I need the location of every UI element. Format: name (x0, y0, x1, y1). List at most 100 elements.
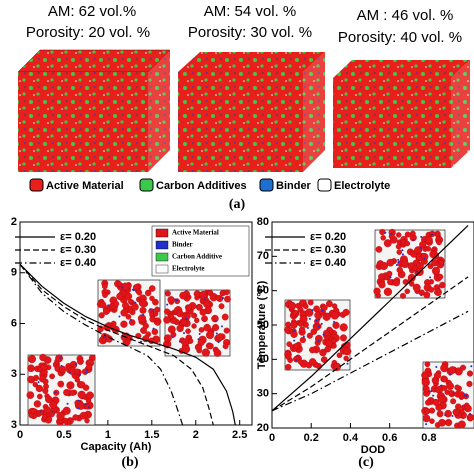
particle (450, 398, 457, 405)
binder (293, 339, 296, 342)
particle (290, 321, 298, 329)
particle (203, 323, 211, 332)
particle (438, 418, 446, 427)
binder (451, 415, 454, 418)
particle (425, 399, 432, 406)
particle (429, 230, 436, 238)
particle (378, 273, 386, 281)
particle (193, 290, 201, 298)
particle (207, 290, 213, 296)
particle (448, 366, 457, 374)
binder (308, 317, 311, 320)
microstructure-inset (163, 289, 231, 357)
particle (103, 308, 110, 315)
particle (322, 312, 331, 321)
particle (400, 292, 406, 299)
particle (383, 287, 393, 296)
binder (333, 320, 336, 323)
particle (138, 298, 147, 307)
y-tick-label: 30 (257, 388, 269, 400)
binder (420, 294, 423, 297)
binder (84, 403, 87, 406)
particle (40, 363, 48, 371)
binder (419, 246, 422, 249)
particle (383, 239, 392, 248)
binder (469, 412, 472, 415)
particle (428, 407, 435, 414)
particle (55, 354, 64, 363)
particle (386, 270, 393, 277)
porosity-label: Porosity: 30 vol. % (188, 24, 312, 41)
binder (184, 317, 187, 320)
particle (326, 300, 333, 308)
particle (120, 309, 128, 317)
particle (379, 261, 388, 271)
particle (386, 258, 395, 267)
porosity-label: Porosity: 20 vol. % (26, 24, 150, 41)
particle (49, 373, 55, 380)
x-axis-label: DOD (361, 444, 386, 456)
particle (216, 333, 225, 341)
binder (68, 371, 71, 374)
legend-label: Carbon Additives (156, 180, 247, 192)
particle (62, 406, 71, 415)
particle (387, 279, 394, 286)
particle (293, 342, 300, 350)
legend-swatch (155, 228, 169, 238)
particle (148, 285, 156, 292)
binder (129, 318, 132, 321)
particle (163, 316, 171, 324)
legend-label: Binder (172, 241, 193, 249)
particle (438, 395, 446, 404)
binder (435, 366, 438, 369)
binder (178, 340, 181, 343)
series-line (271, 224, 469, 412)
particle (339, 323, 348, 332)
particle (378, 281, 386, 289)
panel-label: (c) (358, 455, 374, 470)
binder (166, 303, 169, 306)
binder (152, 327, 155, 330)
y-tick-label: 9 (11, 267, 17, 279)
legend-swatch (139, 178, 154, 192)
particle (446, 382, 454, 390)
x-tick-label: 1 (105, 429, 111, 441)
legend-label: ε= 0.30 (310, 244, 346, 256)
legend-label: Active Material (172, 229, 219, 237)
particle (380, 235, 386, 241)
binder (293, 330, 296, 333)
binder (384, 231, 387, 234)
binder (217, 341, 220, 344)
binder (390, 233, 393, 236)
particle (116, 292, 124, 301)
particle (440, 363, 449, 373)
y-tick-label: 3 (11, 419, 17, 431)
binder (175, 299, 178, 302)
particle (320, 356, 328, 363)
binder (432, 394, 435, 397)
particle (315, 334, 323, 343)
binder (321, 309, 324, 312)
particle (306, 332, 313, 339)
binder (423, 257, 426, 260)
binder (322, 333, 325, 336)
particle (222, 343, 229, 350)
particle (112, 300, 120, 307)
y-tick-label: 40 (257, 353, 269, 365)
particle (164, 290, 171, 297)
particle (39, 353, 47, 362)
particle (122, 301, 129, 309)
particle (305, 308, 314, 317)
y-tick-label: 60 (257, 285, 269, 297)
particle (395, 232, 402, 238)
binder (444, 414, 447, 417)
y-tick-label: 50 (257, 319, 269, 331)
binder (60, 364, 63, 367)
particle (154, 319, 161, 326)
particle (144, 289, 152, 297)
particle (211, 314, 219, 323)
binder (121, 286, 124, 289)
x-tick-label: 2 (193, 429, 199, 441)
particle (218, 303, 225, 310)
